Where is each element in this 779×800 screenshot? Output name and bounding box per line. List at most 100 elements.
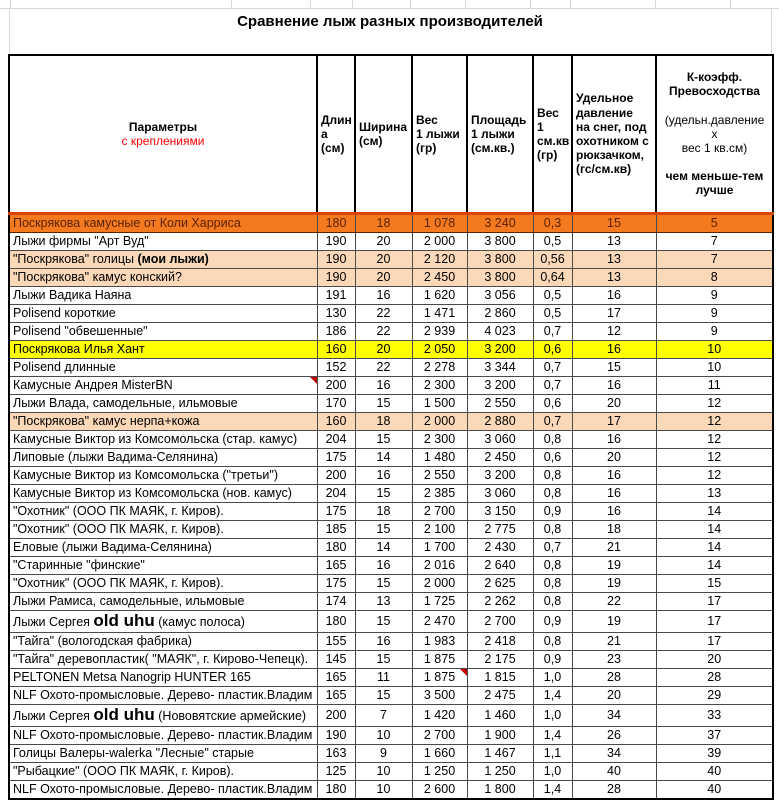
cell-pressure[interactable]: 13	[571, 231, 657, 251]
cell-w_cm2[interactable]: 1,4	[532, 685, 573, 705]
cell-pressure[interactable]: 40	[571, 761, 657, 781]
cell-length[interactable]: 180	[316, 211, 356, 233]
cell-length[interactable]: 145	[316, 649, 356, 669]
cell-name[interactable]: Камусные Виктор из Комсомольска ("третьи…	[8, 465, 318, 485]
cell-length[interactable]: 175	[316, 501, 356, 521]
cell-k[interactable]: 12	[655, 393, 774, 413]
cell-width[interactable]: 15	[354, 429, 413, 449]
cell-w_cm2[interactable]: 0,7	[532, 411, 573, 431]
cell-weight[interactable]: 2 385	[411, 483, 468, 503]
cell-area[interactable]: 1 815	[466, 667, 534, 687]
cell-pressure[interactable]: 16	[571, 285, 657, 305]
cell-width[interactable]: 15	[354, 609, 413, 633]
cell-width[interactable]: 22	[354, 321, 413, 341]
cell-weight[interactable]: 2 700	[411, 501, 468, 521]
cell-k[interactable]: 17	[655, 591, 774, 611]
cell-length[interactable]: 165	[316, 555, 356, 575]
cell-w_cm2[interactable]: 1,4	[532, 779, 573, 800]
cell-width[interactable]: 20	[354, 267, 413, 287]
cell-length[interactable]: 165	[316, 667, 356, 687]
cell-pressure[interactable]: 19	[571, 555, 657, 575]
cell-w_cm2[interactable]: 0,5	[532, 285, 573, 305]
cell-pressure[interactable]: 20	[571, 685, 657, 705]
cell-name[interactable]: Поскрякова камусные от Коли Харриса	[8, 211, 318, 233]
cell-weight[interactable]: 2 050	[411, 339, 468, 359]
cell-area[interactable]: 2 430	[466, 537, 534, 557]
cell-w_cm2[interactable]: 0,5	[532, 303, 573, 323]
cell-area[interactable]: 1 800	[466, 779, 534, 800]
cell-length[interactable]: 174	[316, 591, 356, 611]
cell-w_cm2[interactable]: 0,6	[532, 447, 573, 467]
cell-name[interactable]: Липовые (лыжи Вадима-Селянина)	[8, 447, 318, 467]
cell-width[interactable]: 22	[354, 303, 413, 323]
cell-width[interactable]: 16	[354, 375, 413, 395]
cell-length[interactable]: 185	[316, 519, 356, 539]
cell-pressure[interactable]: 19	[571, 573, 657, 593]
cell-name[interactable]: "Тайга" деревопластик( "МАЯК", г. Кирово…	[8, 649, 318, 669]
cell-name[interactable]: NLF Охото-промысловые. Дерево- пластик.В…	[8, 779, 318, 800]
cell-name[interactable]: Лыжи фирмы "Арт Вуд"	[8, 231, 318, 251]
cell-length[interactable]: 190	[316, 725, 356, 745]
cell-weight[interactable]: 1 480	[411, 447, 468, 467]
cell-area[interactable]: 3 060	[466, 429, 534, 449]
cell-area[interactable]: 2 418	[466, 631, 534, 651]
cell-pressure[interactable]: 18	[571, 519, 657, 539]
cell-length[interactable]: 152	[316, 357, 356, 377]
cell-k[interactable]: 37	[655, 725, 774, 745]
cell-width[interactable]: 13	[354, 591, 413, 611]
cell-pressure[interactable]: 13	[571, 267, 657, 287]
cell-name[interactable]: "Охотник" (ООО ПК МАЯК, г. Киров).	[8, 519, 318, 539]
cell-w_cm2[interactable]: 0,7	[532, 375, 573, 395]
cell-w_cm2[interactable]: 0,8	[532, 519, 573, 539]
cell-w_cm2[interactable]: 0,8	[532, 429, 573, 449]
cell-weight[interactable]: 1 983	[411, 631, 468, 651]
cell-weight[interactable]: 2 120	[411, 249, 468, 269]
cell-k[interactable]: 7	[655, 231, 774, 251]
cell-width[interactable]: 15	[354, 483, 413, 503]
cell-weight[interactable]: 1 078	[411, 211, 468, 233]
cell-weight[interactable]: 2 939	[411, 321, 468, 341]
cell-weight[interactable]: 2 300	[411, 429, 468, 449]
cell-name[interactable]: PELTONEN Metsa Nanogrip HUNTER 165	[8, 667, 318, 687]
cell-length[interactable]: 204	[316, 429, 356, 449]
cell-name[interactable]: Камусные Виктор из Комсомольска (стар. к…	[8, 429, 318, 449]
cell-name[interactable]: Камусные Андрея MisterBN	[8, 375, 318, 395]
cell-weight[interactable]: 2 700	[411, 725, 468, 745]
cell-name[interactable]: "Поскрякова" голицы (мои лыжи)	[8, 249, 318, 269]
cell-weight[interactable]: 2 016	[411, 555, 468, 575]
cell-name[interactable]: "Поскрякова" камус конский?	[8, 267, 318, 287]
cell-pressure[interactable]: 20	[571, 393, 657, 413]
cell-w_cm2[interactable]: 0,7	[532, 357, 573, 377]
cell-name[interactable]: Голицы Валеры-walerka "Лесные" старые	[8, 743, 318, 763]
cell-w_cm2[interactable]: 1,0	[532, 703, 573, 727]
cell-pressure[interactable]: 22	[571, 591, 657, 611]
cell-length[interactable]: 163	[316, 743, 356, 763]
cell-name[interactable]: "Охотник" (ООО ПК МАЯК, г. Киров).	[8, 501, 318, 521]
cell-area[interactable]: 3 200	[466, 339, 534, 359]
cell-name[interactable]: "Старинные "финские"	[8, 555, 318, 575]
cell-area[interactable]: 2 262	[466, 591, 534, 611]
cell-area[interactable]: 2 775	[466, 519, 534, 539]
cell-area[interactable]: 2 475	[466, 685, 534, 705]
cell-width[interactable]: 7	[354, 703, 413, 727]
cell-w_cm2[interactable]: 0,8	[532, 631, 573, 651]
cell-pressure[interactable]: 34	[571, 743, 657, 763]
cell-weight[interactable]: 1 875	[411, 649, 468, 669]
cell-width[interactable]: 22	[354, 357, 413, 377]
cell-k[interactable]: 7	[655, 249, 774, 269]
cell-pressure[interactable]: 23	[571, 649, 657, 669]
cell-width[interactable]: 16	[354, 631, 413, 651]
cell-width[interactable]: 15	[354, 393, 413, 413]
cell-length[interactable]: 200	[316, 375, 356, 395]
cell-w_cm2[interactable]: 0,8	[532, 573, 573, 593]
cell-name[interactable]: NLF Охото-промысловые. Дерево- пластик.В…	[8, 725, 318, 745]
cell-w_cm2[interactable]: 1,0	[532, 667, 573, 687]
cell-width[interactable]: 16	[354, 285, 413, 305]
cell-width[interactable]: 15	[354, 519, 413, 539]
cell-width[interactable]: 14	[354, 537, 413, 557]
cell-k[interactable]: 10	[655, 357, 774, 377]
cell-k[interactable]: 12	[655, 429, 774, 449]
cell-name[interactable]: Polisend длинные	[8, 357, 318, 377]
cell-weight[interactable]: 1 660	[411, 743, 468, 763]
cell-k[interactable]: 28	[655, 667, 774, 687]
